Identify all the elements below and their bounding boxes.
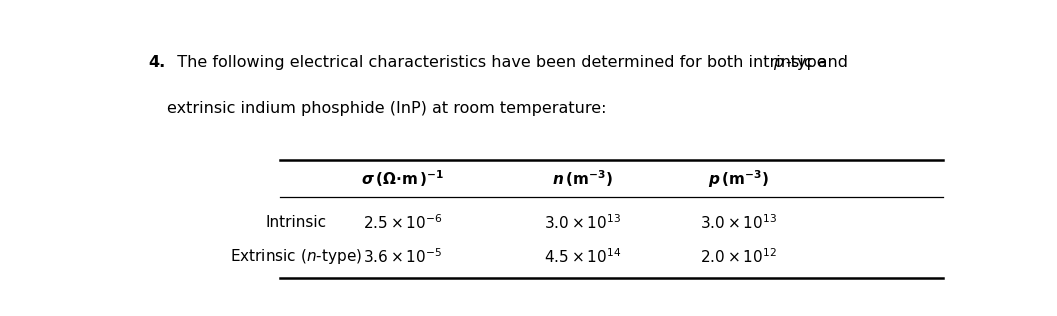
Text: $4.5 \times 10^{14}$: $4.5 \times 10^{14}$ [544,247,622,266]
Text: $3.0 \times 10^{13}$: $3.0 \times 10^{13}$ [544,214,622,232]
Text: $\boldsymbol{n}$$\mathbf{\,(m^{-3})}$: $\boldsymbol{n}$$\mathbf{\,(m^{-3})}$ [552,169,613,189]
Text: $\boldsymbol{p}$$\mathbf{\,(m^{-3})}$: $\boldsymbol{p}$$\mathbf{\,(m^{-3})}$ [708,168,768,190]
Text: Intrinsic: Intrinsic [265,215,327,230]
Text: $2.5 \times 10^{-6}$: $2.5 \times 10^{-6}$ [363,214,442,232]
Text: Extrinsic ($n$-type): Extrinsic ($n$-type) [230,247,361,266]
Text: The following electrical characteristics have been determined for both intrinsic: The following electrical characteristics… [167,55,853,70]
Text: extrinsic indium phosphide (InP) at room temperature:: extrinsic indium phosphide (InP) at room… [167,101,606,116]
Text: $2.0 \times 10^{12}$: $2.0 \times 10^{12}$ [700,247,777,266]
Text: -type: -type [785,55,827,70]
Text: $3.6 \times 10^{-5}$: $3.6 \times 10^{-5}$ [363,247,442,266]
Text: 4.: 4. [148,55,166,70]
Text: $3.0 \times 10^{13}$: $3.0 \times 10^{13}$ [700,214,777,232]
Text: $\boldsymbol{\sigma}$$\mathbf{\,(\Omega{\cdot}m\,)^{-1}}$: $\boldsymbol{\sigma}$$\mathbf{\,(\Omega{… [360,169,444,189]
Text: p: p [773,55,783,70]
